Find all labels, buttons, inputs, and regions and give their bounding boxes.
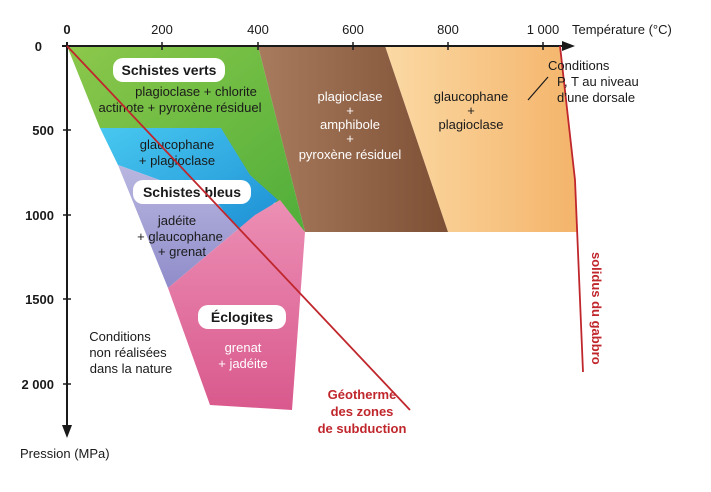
non-realisees-note: non réalisées — [89, 345, 167, 360]
y-tick-label: 2 000 — [21, 377, 54, 392]
x-tick-label: 400 — [247, 22, 269, 37]
schistes-bleus-line: + grenat — [158, 244, 206, 259]
geotherme-label: des zones — [331, 404, 394, 419]
geotherme-label: Géotherme — [328, 387, 397, 402]
schistes-bleus-label-box — [133, 180, 251, 204]
schistes-verts-line: actinote + pyroxène résiduel — [99, 100, 262, 115]
zone-brown — [258, 46, 448, 232]
zone-schistes-verts — [67, 46, 305, 232]
non-realisees-note: Conditions — [89, 329, 151, 344]
orange-zone-line: + — [467, 103, 475, 118]
schistes-verts-line: plagioclase + chlorite — [135, 84, 257, 99]
solidus-line — [559, 45, 584, 373]
brown-zone-line: + — [346, 131, 354, 146]
cyan-zone-line: glaucophane — [140, 137, 214, 152]
y-tick-label: 0 — [35, 39, 42, 54]
schistes-bleus-title: Schistes bleus — [143, 184, 241, 200]
x-axis-title: Température (°C) — [572, 22, 672, 37]
dorsale-pointer-line — [527, 76, 549, 101]
brown-zone-line: plagioclase — [317, 89, 382, 104]
zone-orange — [385, 46, 578, 232]
eclogites-line: grenat — [225, 340, 262, 355]
y-tick-label: 1000 — [25, 208, 54, 223]
eclogites-label-box — [198, 305, 286, 329]
schistes-verts-label-box — [113, 58, 225, 82]
eclogites-line: + jadéite — [218, 356, 268, 371]
schistes-bleus-line: + glaucophane — [137, 229, 223, 244]
schistes-bleus-line: jadéite — [157, 213, 196, 228]
non-realisees-note: dans la nature — [90, 361, 172, 376]
dorsale-note: P, T au niveau — [557, 74, 639, 89]
cyan-zone-line: + plagioclase — [139, 153, 215, 168]
geotherme-label: de subduction — [318, 421, 407, 436]
orange-zone-line: glaucophane — [434, 89, 508, 104]
x-tick-label: 600 — [342, 22, 364, 37]
y-tick-label: 500 — [32, 123, 54, 138]
brown-zone-line: + — [346, 103, 354, 118]
eclogites-title: Éclogites — [211, 309, 273, 325]
dorsale-note: d’une dorsale — [557, 90, 635, 105]
solidus-label: solidus du gabbro — [589, 252, 604, 365]
brown-zone-line: pyroxène résiduel — [299, 147, 402, 162]
dorsale-note: Conditions — [548, 58, 610, 73]
y-tick-label: 1500 — [25, 292, 54, 307]
geotherme-line — [66, 45, 411, 411]
y-axis-arrow — [62, 425, 72, 438]
x-tick-label: 1 000 — [527, 22, 560, 37]
orange-zone-line: plagioclase — [438, 117, 503, 132]
x-axis-arrow — [562, 41, 575, 51]
x-tick-label: 0 — [63, 22, 70, 37]
x-tick-label: 800 — [437, 22, 459, 37]
brown-zone-line: amphibole — [320, 117, 380, 132]
y-axis-title: Pression (MPa) — [20, 446, 110, 461]
x-tick-label: 200 — [151, 22, 173, 37]
schistes-verts-title: Schistes verts — [122, 62, 217, 78]
